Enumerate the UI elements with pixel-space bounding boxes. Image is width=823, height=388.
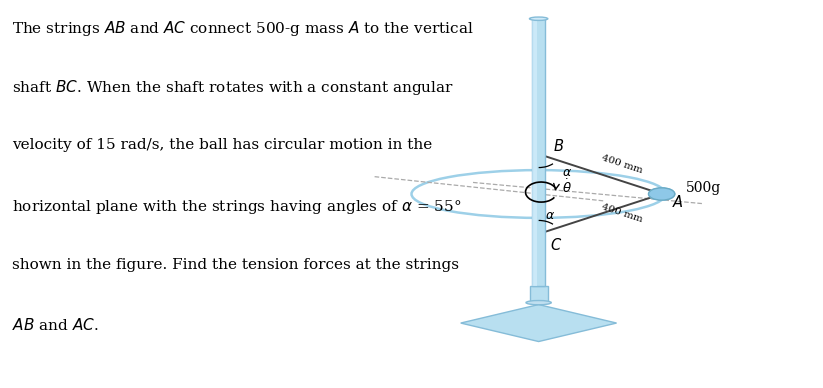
Bar <box>532 19 537 286</box>
Bar <box>530 286 547 303</box>
Ellipse shape <box>529 17 548 21</box>
Text: shown in the figure. Find the tension forces at the strings: shown in the figure. Find the tension fo… <box>12 258 459 272</box>
Text: $B$: $B$ <box>553 138 565 154</box>
Text: $\alpha$: $\alpha$ <box>545 208 556 222</box>
Text: 400 mm: 400 mm <box>601 203 644 224</box>
Text: 400 mm: 400 mm <box>601 153 644 175</box>
Text: 500g: 500g <box>686 181 722 195</box>
Text: $A$: $A$ <box>672 194 683 210</box>
Text: $\mathit{AB}$ and $\mathit{AC}$.: $\mathit{AB}$ and $\mathit{AC}$. <box>12 317 99 333</box>
Text: shaft $\mathit{BC}$. When the shaft rotates with a constant angular: shaft $\mathit{BC}$. When the shaft rota… <box>12 78 454 97</box>
Polygon shape <box>461 305 616 341</box>
Text: $\dot{\theta}$: $\dot{\theta}$ <box>561 178 571 196</box>
Text: velocity of 15 rad/s, the ball has circular motion in the: velocity of 15 rad/s, the ball has circu… <box>12 138 432 152</box>
Text: horizontal plane with the strings having angles of $\alpha$ = 55°: horizontal plane with the strings having… <box>12 198 462 216</box>
Text: $C$: $C$ <box>550 237 562 253</box>
Text: $\alpha$: $\alpha$ <box>561 166 572 179</box>
Text: The strings $\mathit{AB}$ and $\mathit{AC}$ connect 500-g mass $\mathit{A}$ to t: The strings $\mathit{AB}$ and $\mathit{A… <box>12 19 473 38</box>
Circle shape <box>649 188 675 200</box>
Ellipse shape <box>526 301 551 305</box>
Bar <box>532 19 545 286</box>
